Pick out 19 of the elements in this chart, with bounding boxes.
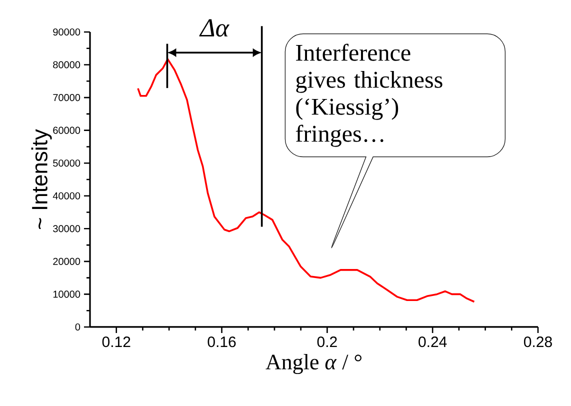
y-axis-title: ~ Intensity	[31, 129, 52, 229]
y-tick-label: 20000	[53, 258, 80, 265]
y-tick-label: 60000	[53, 126, 80, 134]
x-axis-title: Angle α / °	[266, 354, 362, 374]
y-tick-label: 90000	[53, 28, 80, 36]
x-tick-label: 0.16	[208, 336, 236, 348]
annotation: Interference gives thickness (‘Kiessig’) fringes…	[296, 44, 442, 147]
x-tick-label: 0.12	[102, 336, 130, 348]
y-tick-label: 50000	[53, 160, 80, 167]
y-tick-label: 10000	[53, 290, 80, 298]
annotation: Δα	[199, 19, 230, 37]
y-tick-label: 30000	[53, 225, 80, 232]
y-tick-label: 40000	[52, 192, 80, 200]
x-tick-label: 0.28	[524, 336, 552, 348]
x-tick-label: 0.2	[317, 336, 337, 348]
x-tick-label: 0.24	[418, 336, 447, 348]
y-tick-label: 80000	[53, 61, 80, 68]
y-tick-label: 70000	[53, 94, 80, 102]
y-tick-label: 0	[75, 323, 80, 331]
